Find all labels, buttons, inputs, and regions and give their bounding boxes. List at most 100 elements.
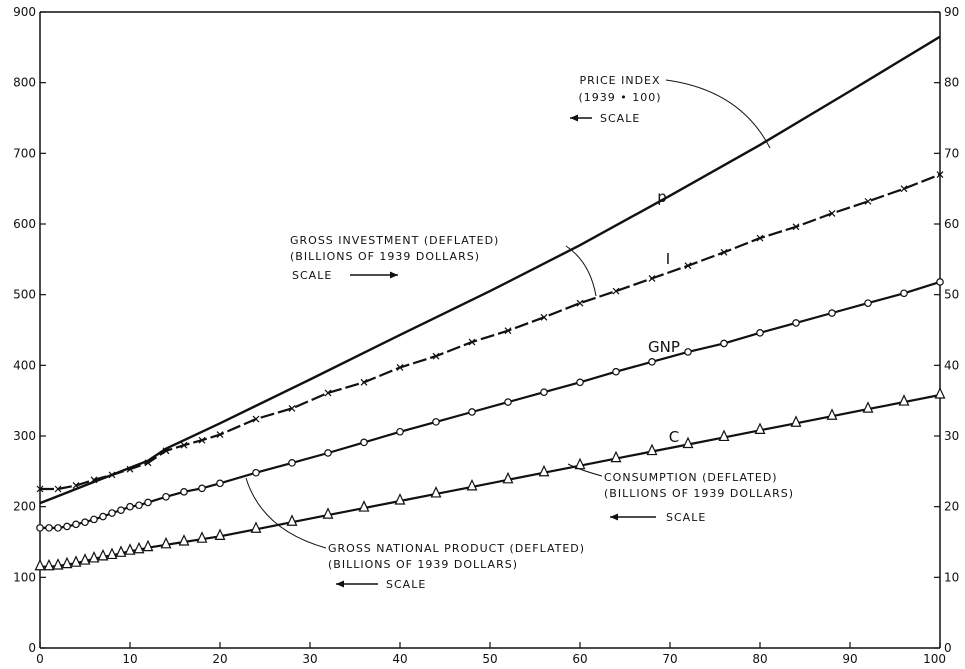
point-GNP <box>468 408 476 416</box>
point-I <box>288 405 296 412</box>
point-I <box>126 465 134 473</box>
point-I <box>54 485 62 493</box>
point-C <box>250 521 262 533</box>
point-I <box>108 471 116 479</box>
right-tick-label: 80 <box>944 76 959 90</box>
point-C <box>790 415 802 427</box>
point-GNP <box>54 524 62 532</box>
leader-gnp <box>245 477 327 549</box>
point-GNP <box>396 427 404 436</box>
point-C <box>97 548 109 561</box>
point-I <box>324 389 332 397</box>
right-tick-label: 70 <box>944 146 959 160</box>
point-C <box>322 507 334 519</box>
point-GNP <box>117 506 125 515</box>
x-tick-label: 0 <box>36 652 44 666</box>
point-I <box>828 209 836 217</box>
annotation-gnp-scale: SCALE <box>386 578 426 591</box>
point-C <box>502 471 514 484</box>
left-tick-label: 800 <box>13 76 36 90</box>
right-tick-label: 90 <box>944 5 959 19</box>
point-C <box>52 558 64 570</box>
point-C <box>754 422 766 434</box>
point-I <box>504 327 512 335</box>
annotation-consumption-title: CONSUMPTION (DEFLATED) <box>604 471 778 484</box>
point-C <box>358 500 370 512</box>
point-GNP <box>288 459 296 467</box>
series-label-C: C <box>669 428 679 446</box>
x-tick-label: 20 <box>212 652 227 666</box>
annotation-consumption-sub: (BILLIONS OF 1939 DOLLARS) <box>604 487 794 500</box>
point-C <box>70 555 82 567</box>
point-C <box>466 478 478 491</box>
point-I <box>162 447 170 455</box>
point-C <box>646 443 658 456</box>
right-tick-label: 50 <box>944 288 959 302</box>
annotation-investment-scale: SCALE <box>292 269 332 282</box>
left-tick-label: 200 <box>13 500 36 514</box>
right-tick-label: 10 <box>944 570 959 584</box>
point-I <box>468 338 476 346</box>
point-I <box>180 441 188 449</box>
point-C <box>61 556 73 569</box>
point-GNP <box>162 492 170 501</box>
point-C <box>214 528 226 540</box>
point-C <box>142 539 154 552</box>
point-I <box>216 431 224 439</box>
left-tick-label: 900 <box>13 5 36 19</box>
point-GNP <box>648 357 656 366</box>
point-I <box>540 313 548 321</box>
x-tick-label: 30 <box>302 652 317 666</box>
point-C <box>286 514 298 526</box>
point-I <box>36 485 44 493</box>
point-I <box>144 459 152 467</box>
point-GNP <box>324 449 332 457</box>
point-GNP <box>684 348 692 356</box>
annotation-investment-sub: (BILLIONS OF 1939 DOLLARS) <box>290 250 480 263</box>
series-label-p: p <box>657 188 667 206</box>
point-I <box>756 234 764 242</box>
point-C <box>682 436 694 449</box>
point-I <box>720 248 728 256</box>
left-tick-label: 400 <box>13 358 36 372</box>
point-I <box>576 299 584 307</box>
point-C <box>718 429 730 442</box>
x-tick-label: 50 <box>482 652 497 666</box>
x-tick-label: 100 <box>923 652 946 666</box>
left-tick-label: 600 <box>13 217 36 231</box>
leader-price <box>665 79 771 149</box>
point-C <box>826 408 838 420</box>
point-GNP <box>36 524 44 532</box>
x-tick-label: 90 <box>842 652 857 666</box>
point-C <box>610 450 622 463</box>
point-GNP <box>576 378 584 387</box>
point-GNP <box>135 501 143 510</box>
point-C <box>574 457 586 470</box>
point-C <box>106 547 118 560</box>
annotation-gnp-title: GROSS NATIONAL PRODUCT (DEFLATED) <box>328 542 585 555</box>
annotation-price-title: PRICE INDEX <box>579 74 660 87</box>
point-GNP <box>792 319 800 327</box>
point-C <box>178 534 190 546</box>
point-GNP <box>252 468 260 477</box>
left-tick-label: 500 <box>13 288 36 302</box>
point-GNP <box>504 398 512 406</box>
annotation-consumption-scale: SCALE <box>666 511 706 524</box>
left-tick-label: 700 <box>13 146 36 160</box>
x-tick-label: 60 <box>572 652 587 666</box>
point-GNP <box>90 515 98 524</box>
point-I <box>72 482 80 489</box>
point-C <box>862 401 874 413</box>
point-GNP <box>360 438 368 447</box>
point-GNP <box>216 479 224 488</box>
series-label-I: I <box>666 250 670 268</box>
point-GNP <box>180 488 188 496</box>
point-C <box>133 541 145 554</box>
point-GNP <box>612 367 620 376</box>
point-GNP <box>900 289 908 298</box>
point-C <box>538 464 550 477</box>
x-tick-label: 40 <box>392 652 407 666</box>
point-I <box>684 262 692 270</box>
point-C <box>898 394 910 406</box>
